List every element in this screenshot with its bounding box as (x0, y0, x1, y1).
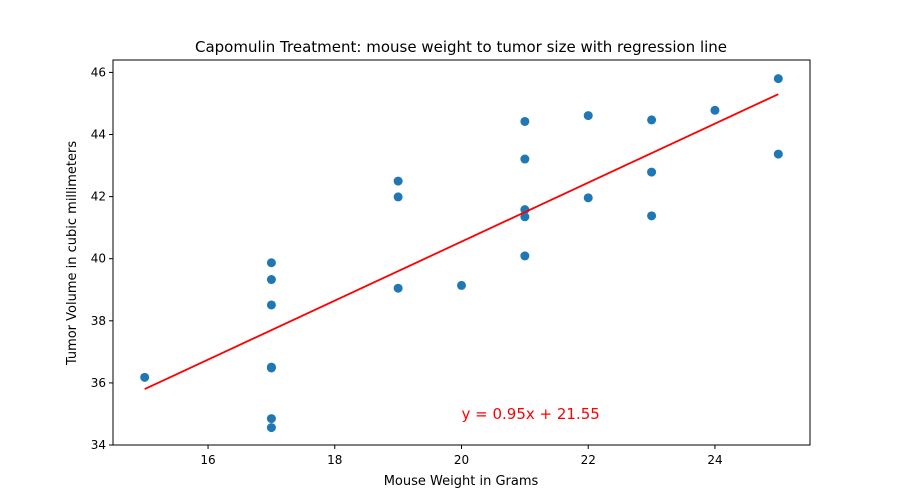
data-point (647, 115, 657, 125)
data-point (266, 275, 276, 285)
x-axis-label: Mouse Weight in Grams (384, 474, 539, 489)
x-tick-label: 22 (581, 453, 596, 467)
data-point (583, 111, 593, 121)
data-point (457, 280, 466, 290)
y-tick-label: 46 (91, 65, 106, 79)
regression-line (144, 93, 779, 390)
y-tick-label: 38 (91, 314, 106, 328)
data-point (773, 74, 783, 84)
plot-area: y = 0.95x + 21.55 16 18 20 22 24 34 36 38 40 42 44 4… (91, 59, 811, 467)
data-point (520, 116, 530, 126)
regression-equation-label: y = 0.95x + 21.55 (462, 405, 600, 423)
y-axis-label: Tumor Volume in cubic millimeters (65, 141, 80, 367)
y-tick-label: 34 (91, 438, 106, 452)
data-point (710, 105, 720, 115)
data-point (266, 300, 276, 310)
data-point (647, 167, 657, 177)
data-point (393, 192, 403, 202)
y-tick-label: 44 (91, 128, 106, 142)
data-point (773, 149, 783, 159)
data-point (266, 363, 276, 373)
data-point (393, 176, 403, 186)
y-tick-label: 36 (91, 376, 106, 390)
data-point (266, 258, 276, 268)
data-point (647, 211, 657, 221)
chart-title: Capomulin Treatment: mouse weight to tum… (195, 38, 727, 56)
data-point (520, 154, 530, 164)
x-tick-label: 16 (200, 453, 215, 467)
data-point (520, 251, 530, 261)
data-point (266, 423, 276, 433)
data-point (393, 283, 403, 293)
y-tick-label: 40 (91, 252, 106, 266)
data-point (140, 372, 150, 382)
x-tick-label: 18 (327, 453, 342, 467)
data-point (266, 414, 276, 424)
x-tick-label: 20 (454, 453, 469, 467)
data-point (583, 193, 593, 203)
data-point (520, 212, 530, 222)
x-tick-label: 24 (707, 453, 722, 467)
plot-frame (112, 59, 811, 446)
y-tick-label: 42 (91, 190, 106, 204)
